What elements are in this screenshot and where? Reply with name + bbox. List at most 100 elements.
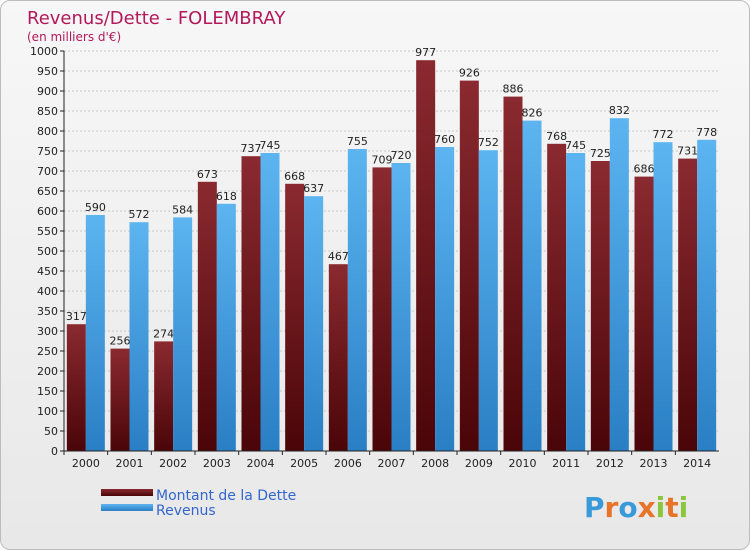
bar-dette: [459, 80, 479, 451]
value-label-revenus: 752: [478, 136, 499, 149]
value-label-dette: 467: [328, 250, 349, 263]
y-tick-label: 1000: [30, 45, 58, 58]
logo-letter: P: [584, 491, 605, 524]
bar-revenus: [260, 153, 280, 451]
bar-revenus: [304, 196, 324, 451]
value-label-dette: 737: [241, 142, 262, 155]
y-tick-label: 450: [37, 265, 58, 278]
bar-dette: [285, 183, 305, 452]
x-tick-label: 2004: [247, 457, 275, 470]
logo-text: Proxiti: [584, 491, 688, 524]
y-tick-label: 400: [37, 285, 58, 298]
x-tick-label: 2009: [465, 457, 493, 470]
y-tick-label: 700: [37, 165, 58, 178]
value-label-revenus: 745: [260, 139, 281, 152]
legend-label-revenus: Revenus: [156, 503, 216, 519]
chart-subtitle: (en milliers d'€): [27, 30, 121, 44]
bar-dette: [66, 324, 86, 451]
bar-revenus: [391, 163, 411, 451]
logo-letter: x: [638, 491, 656, 524]
bar-dette: [678, 158, 698, 451]
value-label-dette: 274: [153, 327, 174, 340]
x-tick-label: 2003: [203, 457, 231, 470]
bar-revenus: [609, 118, 629, 451]
value-label-dette: 926: [459, 67, 480, 80]
bar-revenus: [653, 142, 673, 451]
value-label-dette: 686: [634, 163, 655, 176]
x-tick-label: 2013: [640, 457, 668, 470]
bar-dette: [416, 60, 436, 451]
value-label-dette: 731: [677, 145, 698, 158]
y-tick-label: 950: [37, 65, 58, 78]
bar-revenus: [173, 217, 193, 451]
value-label-dette: 709: [372, 153, 393, 166]
legend-swatch-dette: [101, 489, 153, 496]
legend-label-dette: Montant de la Dette: [156, 488, 296, 504]
logo-letter: i: [656, 491, 666, 524]
legend: Montant de la Dette Revenus: [101, 488, 296, 519]
value-label-revenus: 572: [129, 208, 150, 221]
value-label-dette: 256: [110, 335, 131, 348]
proxiti-logo: Proxiti: [584, 491, 688, 524]
value-label-revenus: 755: [347, 135, 368, 148]
bar-dette: [154, 341, 174, 451]
bar-revenus: [435, 147, 455, 451]
y-tick-label: 100: [37, 405, 58, 418]
axes: 0 50 100 150 200 250 300 350 400 450 500 550 600 650 7…: [30, 45, 719, 470]
x-tick-label: 2000: [72, 457, 100, 470]
value-label-revenus: 590: [85, 201, 106, 214]
value-label-dette: 673: [197, 168, 218, 181]
y-tick-label: 550: [37, 225, 58, 238]
bar-dette: [372, 167, 392, 451]
bars: 3175902565722745846736187377456686374677…: [66, 46, 717, 452]
value-label-revenus: 760: [434, 133, 455, 146]
bar-dette: [590, 161, 610, 451]
y-tick-label: 750: [37, 145, 58, 158]
y-tick-label: 850: [37, 105, 58, 118]
x-tick-label: 2007: [378, 457, 406, 470]
y-tick-label: 250: [37, 345, 58, 358]
y-tick-label: 600: [37, 205, 58, 218]
logo-letter: r: [605, 491, 619, 524]
y-tick-label: 150: [37, 385, 58, 398]
bar-dette: [197, 181, 217, 452]
y-tick-label: 800: [37, 125, 58, 138]
x-tick-label: 2010: [509, 457, 537, 470]
value-label-revenus: 772: [653, 128, 674, 141]
y-tick-label: 0: [51, 445, 58, 458]
value-label-revenus: 720: [391, 149, 412, 162]
chart-title: Revenus/Dette - FOLEMBRAY: [27, 8, 286, 29]
bar-dette: [547, 143, 567, 452]
value-label-dette: 768: [546, 130, 567, 143]
bar-revenus: [129, 222, 149, 451]
value-label-dette: 977: [415, 46, 436, 59]
value-label-revenus: 832: [609, 104, 630, 117]
logo-letter: i: [679, 491, 689, 524]
x-tick-label: 2011: [552, 457, 580, 470]
bar-dette: [241, 156, 261, 451]
legend-swatch-revenus: [101, 504, 153, 511]
x-tick-label: 2008: [421, 457, 449, 470]
value-label-dette: 886: [503, 83, 524, 96]
y-tick-label: 200: [37, 365, 58, 378]
value-label-revenus: 745: [565, 139, 586, 152]
value-label-dette: 668: [284, 170, 305, 183]
bar-dette: [110, 348, 130, 451]
value-label-revenus: 778: [696, 126, 717, 139]
bar-dette: [634, 176, 654, 451]
y-tick-label: 350: [37, 305, 58, 318]
y-tick-label: 300: [37, 325, 58, 338]
value-label-revenus: 618: [216, 190, 237, 203]
bar-revenus: [697, 139, 717, 452]
x-tick-label: 2002: [159, 457, 187, 470]
bar-revenus: [566, 153, 586, 451]
y-tick-label: 500: [37, 245, 58, 258]
x-tick-label: 2014: [683, 457, 711, 470]
bar-revenus: [347, 149, 367, 451]
x-tick-label: 2005: [290, 457, 318, 470]
y-tick-label: 650: [37, 185, 58, 198]
y-tick-label: 900: [37, 85, 58, 98]
logo-letter: t: [665, 491, 678, 524]
